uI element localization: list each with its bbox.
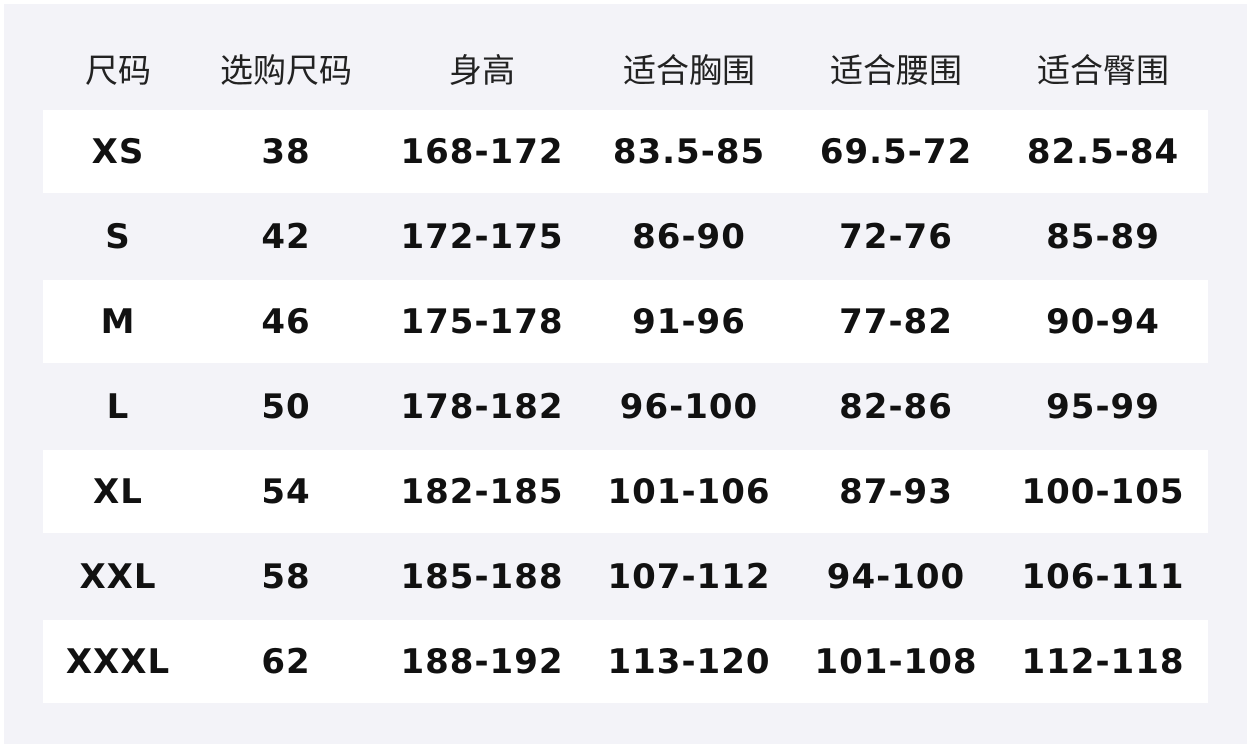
table-cell: 106-111 (1021, 556, 1185, 597)
table-cell: 69.5-72 (819, 131, 973, 172)
table-cell: 62 (261, 641, 311, 682)
table-cell: 77-82 (839, 301, 953, 342)
table-cell: 175-178 (400, 301, 564, 342)
table-cell: 83.5-85 (612, 131, 766, 172)
table-cell: 42 (261, 216, 311, 257)
table-cell: 72-76 (839, 216, 953, 257)
table-row: S 42 172-175 86-90 72-76 85-89 (43, 195, 1208, 278)
table-cell: 90-94 (1046, 301, 1160, 342)
table-cell: 96-100 (619, 386, 759, 427)
table-cell: 185-188 (400, 556, 564, 597)
size-table: 尺码 选购尺码 身高 适合胸围 适合腰围 适合臀围 XS 38 168-172 83.5-85 69… (4, 4, 1247, 744)
table-cell: 95-99 (1046, 386, 1160, 427)
table-cell: 172-175 (400, 216, 564, 257)
table-cell: 91-96 (632, 301, 746, 342)
table-cell: XS (91, 131, 145, 172)
table-cell: M (100, 301, 136, 342)
table-cell: 85-89 (1046, 216, 1160, 257)
table-cell: 94-100 (826, 556, 966, 597)
table-cell: L (106, 386, 130, 427)
header-cell: 适合胸围 (623, 50, 755, 90)
table-cell: 54 (261, 471, 311, 512)
table-cell: 101-106 (607, 471, 771, 512)
header-cell: 适合腰围 (830, 50, 962, 90)
table-cell: 168-172 (400, 131, 564, 172)
table-cell: S (105, 216, 131, 257)
header-cell: 选购尺码 (220, 50, 352, 90)
table-cell: 50 (261, 386, 311, 427)
header-cell: 身高 (449, 50, 515, 90)
table-row: XS 38 168-172 83.5-85 69.5-72 82.5-84 (43, 110, 1208, 193)
table-row: XXL 58 185-188 107-112 94-100 106-111 (43, 535, 1208, 618)
table-cell: 107-112 (607, 556, 771, 597)
table-cell: 86-90 (632, 216, 746, 257)
table-row: M 46 175-178 91-96 77-82 90-94 (43, 280, 1208, 363)
table-row: XXXL 62 188-192 113-120 101-108 112-118 (43, 620, 1208, 703)
table-cell: 82-86 (839, 386, 953, 427)
table-cell: 87-93 (839, 471, 953, 512)
table-cell: 112-118 (1021, 641, 1185, 682)
table-row: XL 54 182-185 101-106 87-93 100-105 (43, 450, 1208, 533)
table-cell: 178-182 (400, 386, 564, 427)
table-cell: XXXL (65, 641, 171, 682)
table-cell: XL (93, 471, 143, 512)
header-cell: 尺码 (85, 50, 151, 90)
table-cell: 113-120 (607, 641, 771, 682)
table-cell: 101-108 (814, 641, 978, 682)
table-cell: 38 (261, 131, 311, 172)
table-cell: 58 (261, 556, 311, 597)
table-cell: XXL (79, 556, 157, 597)
table-row: L 50 178-182 96-100 82-86 95-99 (43, 365, 1208, 448)
table-cell: 46 (261, 301, 311, 342)
table-cell: 100-105 (1021, 471, 1185, 512)
table-cell: 188-192 (400, 641, 564, 682)
table-cell: 182-185 (400, 471, 564, 512)
header-cell: 适合臀围 (1037, 50, 1169, 90)
header-row: 尺码 选购尺码 身高 适合胸围 适合腰围 适合臀围 (43, 26, 1208, 109)
table-cell: 82.5-84 (1026, 131, 1180, 172)
